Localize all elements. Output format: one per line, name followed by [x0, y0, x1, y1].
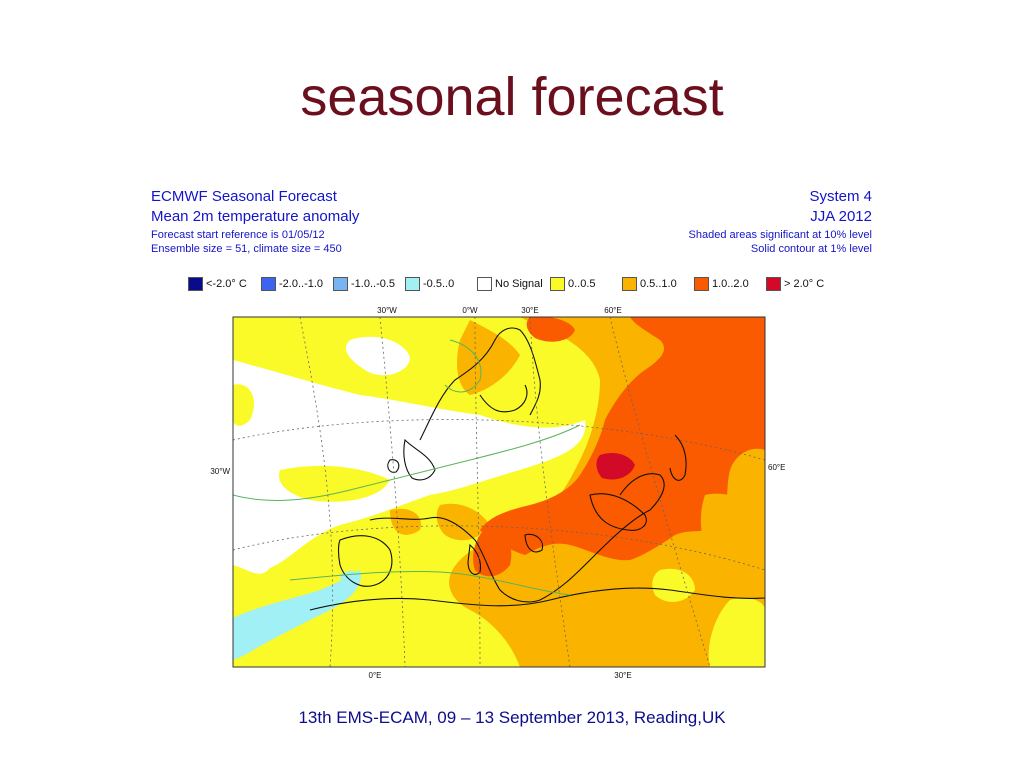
legend-label: 1.0..2.0 [712, 278, 749, 290]
legend-swatch [622, 277, 637, 291]
map-variable: Mean 2m temperature anomaly [151, 208, 360, 225]
significance-note: Shaded areas significant at 10% level [688, 229, 872, 241]
legend-item: <-2.0° C [188, 276, 247, 292]
map-label-top: 30°W [377, 306, 397, 315]
map-label-left: 30°W [210, 467, 230, 476]
legend-item: 0.5..1.0 [622, 276, 677, 292]
map-label-top: 30°E [521, 306, 538, 315]
slide-title: seasonal forecast [300, 67, 724, 127]
anomaly-map: 30°W 0°W 30°E 60°E 0°E 30°E 30°W 60°E [210, 306, 785, 680]
legend-label: 0.5..1.0 [640, 278, 677, 290]
season-label: JJA 2012 [810, 208, 872, 225]
legend-label: -0.5..0 [423, 278, 455, 290]
map-field [233, 317, 765, 667]
legend-swatch [694, 277, 709, 291]
legend-swatch [188, 277, 203, 291]
legend-label: -2.0..-1.0 [279, 278, 324, 290]
map-legend: <-2.0° C -2.0..-1.0 -1.0..-0.5 -0.5..0 N… [188, 276, 888, 294]
legend-item: -1.0..-0.5 [333, 276, 395, 292]
legend-item: > 2.0° C [766, 276, 824, 292]
map-label-bottom: 0°E [369, 671, 382, 680]
legend-label: No Signal [495, 278, 543, 290]
forecast-start: Forecast start reference is 01/05/12 [151, 229, 325, 241]
map-label-bottom: 30°E [614, 671, 631, 680]
legend-item: -2.0..-1.0 [261, 276, 323, 292]
map-frame [232, 316, 766, 668]
legend-swatch [766, 277, 781, 291]
system-label: System 4 [809, 188, 872, 205]
map-label-top: 0°W [462, 306, 478, 315]
map-label-right: 60°E [768, 463, 785, 472]
legend-swatch [261, 277, 276, 291]
legend-label: 0..0.5 [568, 278, 596, 290]
ensemble-size: Ensemble size = 51, climate size = 450 [151, 243, 342, 255]
legend-swatch [333, 277, 348, 291]
map-title: ECMWF Seasonal Forecast [151, 188, 337, 205]
legend-label: > 2.0° C [784, 278, 825, 290]
legend-item: 0..0.5 [550, 276, 596, 292]
legend-item: No Signal [477, 276, 543, 292]
graticule [233, 317, 765, 667]
legend-item: 1.0..2.0 [694, 276, 749, 292]
legend-label: <-2.0° C [206, 278, 247, 290]
legend-swatch [405, 277, 420, 291]
contour-note: Solid contour at 1% level [750, 243, 872, 255]
legend-item: -0.5..0 [405, 276, 454, 292]
map-label-top: 60°E [604, 306, 621, 315]
legend-swatch [477, 277, 492, 291]
legend-label: -1.0..-0.5 [351, 278, 396, 290]
significance-contours [233, 339, 581, 596]
slide-footer: 13th EMS-ECAM, 09 – 13 September 2013, R… [298, 708, 726, 727]
legend-swatch [550, 277, 565, 291]
